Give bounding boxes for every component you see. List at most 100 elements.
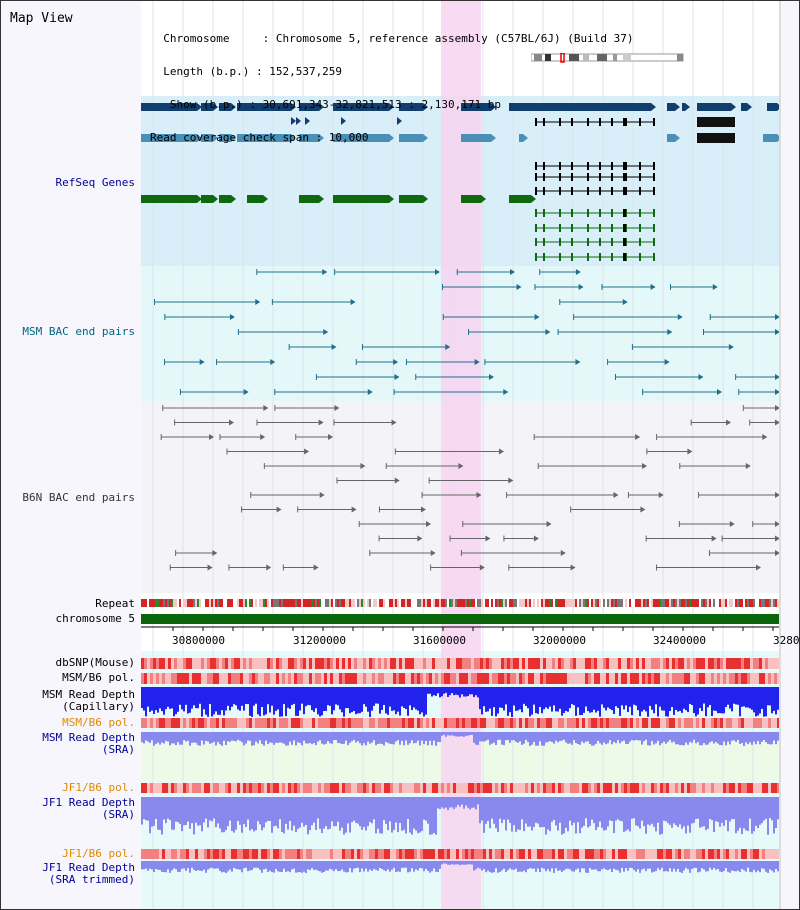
dbsnp-cell	[663, 658, 666, 669]
depth-bar	[741, 732, 743, 744]
depth-bar	[451, 861, 453, 865]
pol-cell	[639, 783, 642, 793]
pol-cell	[513, 849, 516, 859]
chromosome-ideogram[interactable]	[531, 53, 686, 63]
depth-bar	[185, 797, 187, 825]
dbsnp-cell	[264, 658, 267, 669]
repeat-mark	[349, 599, 351, 607]
pol-cell	[423, 673, 426, 684]
depth-bar	[643, 732, 645, 742]
dbsnp-cell	[384, 658, 387, 669]
depth-bar	[737, 861, 739, 871]
pol-cell	[357, 718, 360, 728]
depth-bar	[385, 861, 387, 872]
repeat-mark	[293, 599, 295, 607]
depth-bar	[701, 732, 703, 746]
b6n-bac-pair-end	[263, 405, 269, 411]
depth-bar	[757, 797, 759, 829]
depth-bar	[469, 797, 471, 810]
dbsnp-cell	[423, 658, 426, 669]
depth-bar	[665, 861, 667, 871]
depth-bar	[269, 797, 271, 821]
dbsnp-cell	[192, 658, 195, 669]
pol-cell	[468, 783, 471, 793]
depth-bar	[531, 797, 533, 831]
pol-cell	[198, 673, 201, 684]
pol-cell	[729, 783, 732, 793]
refseq-genes-label[interactable]: RefSeq Genes	[55, 176, 135, 189]
depth-bar	[489, 687, 491, 709]
depth-bar	[243, 797, 245, 825]
dbsnp-cell	[771, 658, 774, 669]
depth-bar	[479, 861, 481, 869]
depth-bar	[347, 861, 349, 873]
pol-cell	[465, 718, 468, 728]
repeat-mark	[537, 599, 539, 607]
pol-cell	[186, 673, 189, 684]
repeat-mark	[521, 599, 523, 607]
b6n-bac-label[interactable]: B6N BAC end pairs	[22, 491, 135, 504]
depth-bar	[479, 687, 481, 710]
depth-bar	[503, 687, 505, 711]
depth-bar	[653, 797, 655, 827]
repeat-mark	[205, 599, 207, 607]
pol-cell	[768, 783, 771, 793]
depth-bar	[437, 797, 439, 809]
repeat-mark	[683, 599, 685, 607]
depth-bar	[287, 732, 289, 746]
msm-bac-label[interactable]: MSM BAC end pairs	[22, 325, 135, 338]
pol-cell	[165, 783, 168, 793]
repeat-mark	[177, 599, 179, 607]
depth-bar	[275, 861, 277, 870]
repeat-mark	[257, 599, 259, 607]
depth-bar	[767, 797, 769, 835]
depth-bar	[427, 732, 429, 746]
b6n-bac-pair-end	[458, 463, 464, 469]
depth-bar	[433, 861, 435, 869]
depth-bar	[683, 687, 685, 709]
repeat-mark	[737, 599, 739, 607]
depth-bar	[455, 732, 457, 737]
pol-cell	[339, 783, 342, 793]
pol-cell	[273, 783, 276, 793]
pol-cell	[150, 673, 153, 684]
depth-bar	[387, 732, 389, 743]
depth-bar	[479, 732, 481, 742]
depth-bar	[239, 797, 241, 825]
pol-cell	[507, 849, 510, 859]
pol-cell	[444, 849, 447, 859]
depth-bar	[587, 687, 589, 712]
depth-bar	[499, 687, 501, 708]
dbsnp-cell	[690, 658, 693, 669]
msm-bac-pair-end	[243, 389, 249, 395]
pol-cell	[150, 849, 153, 859]
b6n-bac-pair-end	[762, 434, 768, 440]
depth-bar	[321, 797, 323, 834]
pol-cell	[546, 783, 549, 793]
pol-cell	[168, 849, 171, 859]
gene-feature	[682, 103, 685, 111]
depth-bar	[433, 797, 435, 833]
depth-bar	[673, 861, 675, 869]
pol-cell	[738, 783, 741, 793]
depth-bar	[475, 797, 477, 810]
depth-bar	[341, 732, 343, 744]
dbsnp-cell	[183, 658, 186, 669]
depth-bar	[729, 732, 731, 745]
gene-feature	[333, 134, 389, 142]
depth-bar	[269, 732, 271, 743]
repeat-mark	[331, 599, 333, 607]
depth-bar	[195, 732, 197, 743]
depth-bar	[313, 687, 315, 712]
depth-bar	[413, 687, 415, 708]
depth-bar	[555, 732, 557, 741]
pol-cell	[255, 849, 258, 859]
exon	[599, 173, 601, 181]
msm-depth-cap-label-2: (Capillary)	[62, 700, 135, 713]
depth-bar	[227, 732, 229, 742]
depth-bar	[259, 861, 261, 870]
repeat-mark	[663, 599, 665, 607]
repeat-mark	[637, 599, 639, 607]
track-canvas[interactable]	[141, 1, 781, 909]
depth-bar	[253, 732, 255, 746]
